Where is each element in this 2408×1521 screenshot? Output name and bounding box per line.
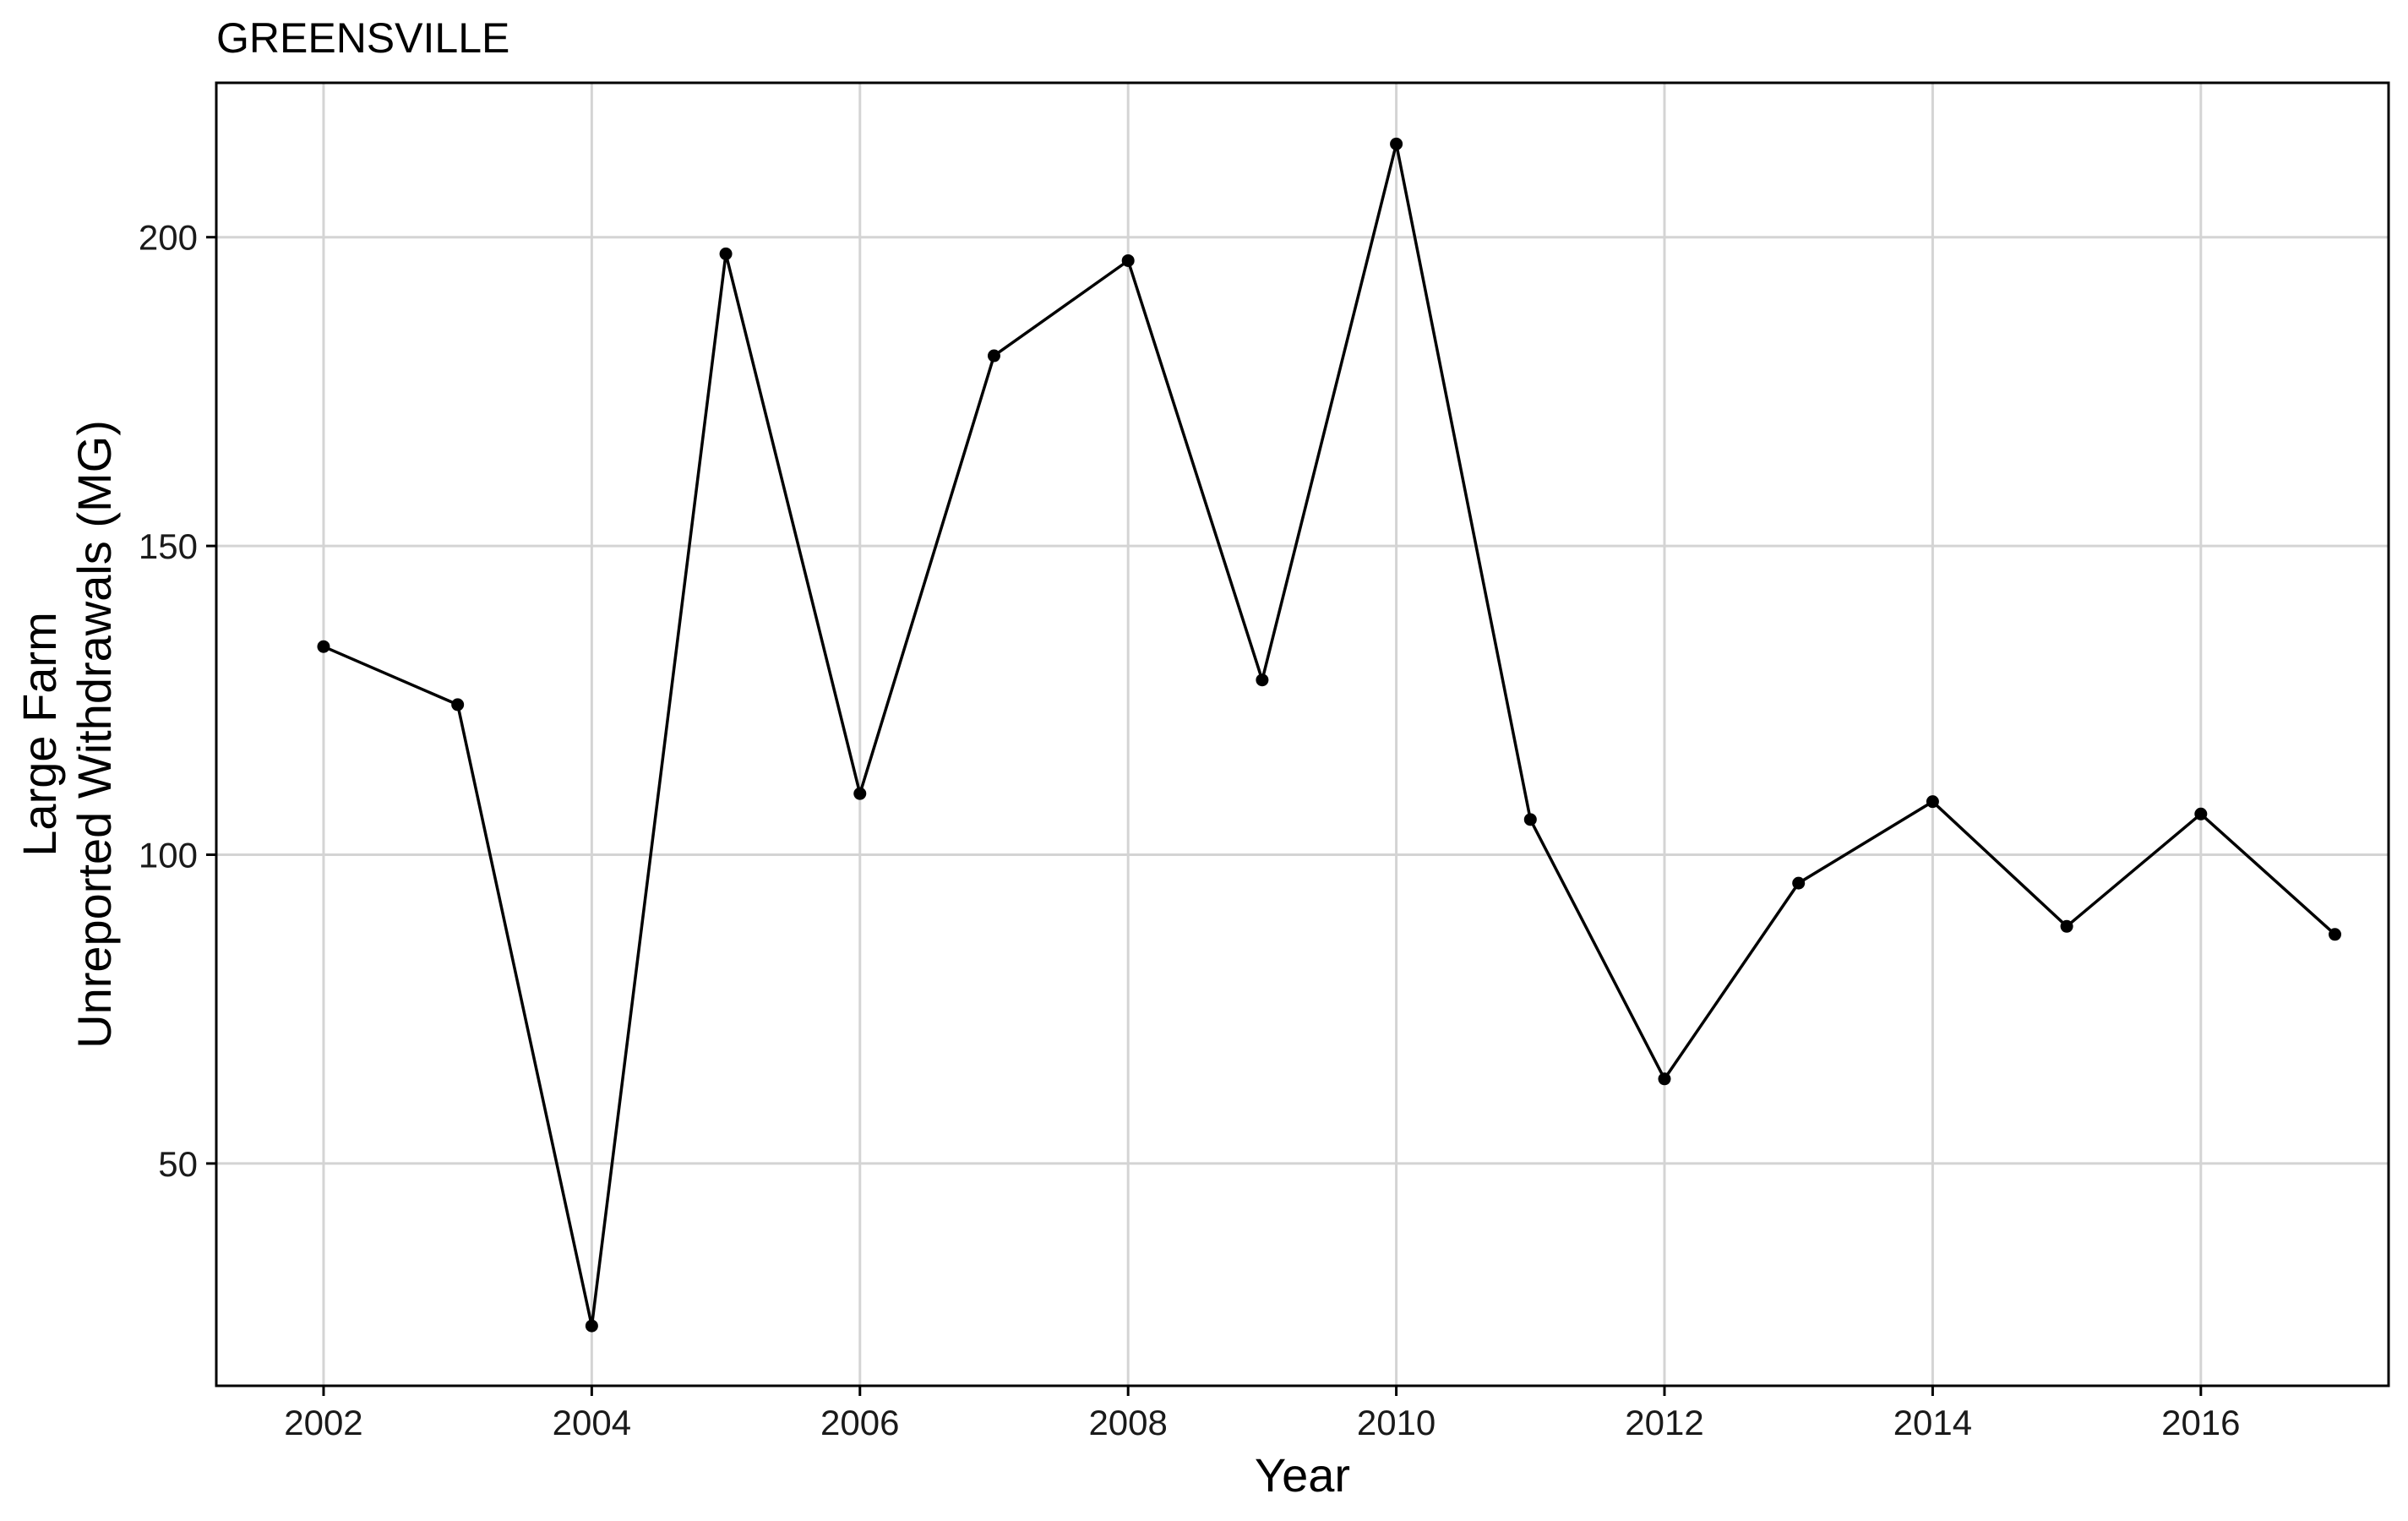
y-axis-title-line-1: Large Farm	[13, 612, 66, 856]
data-point-2006	[853, 787, 867, 800]
x-tick-label-2008: 2008	[1088, 1403, 1167, 1442]
y-tick-label-150: 150	[139, 526, 198, 566]
y-tick-label-50: 50	[158, 1144, 198, 1184]
data-point-2005	[719, 247, 733, 260]
data-point-2017	[2329, 928, 2342, 941]
y-tick-label-100: 100	[139, 836, 198, 875]
y-axis-title: Large Farm Unreported Withdrawals (MG)	[13, 420, 121, 1049]
data-point-2009	[1256, 673, 1269, 687]
data-point-2004	[585, 1319, 598, 1333]
x-tick-label-2012: 2012	[1625, 1403, 1703, 1442]
data-point-2016	[2194, 807, 2208, 820]
y-axis-title-line-2: Unreported Withdrawals (MG)	[68, 420, 121, 1049]
data-point-2008	[1121, 254, 1135, 267]
chart-title: GREENSVILLE	[216, 14, 509, 62]
panel-border	[215, 81, 2390, 1387]
data-point-2014	[1926, 795, 1939, 809]
series-layer	[317, 137, 2342, 1333]
data-point-2003	[451, 698, 465, 711]
data-point-2013	[1792, 876, 1806, 890]
data-point-2012	[1658, 1072, 1671, 1086]
x-tick-label-2010: 2010	[1357, 1403, 1436, 1442]
x-tick-label-2006: 2006	[820, 1403, 899, 1442]
y-tick-label-200: 200	[139, 218, 198, 258]
x-axis-title: Year	[1255, 1448, 1350, 1502]
data-point-2007	[987, 349, 1000, 363]
data-point-2011	[1523, 813, 1537, 826]
x-tick-label-2002: 2002	[284, 1403, 362, 1442]
x-tick-label-2016: 2016	[2161, 1403, 2240, 1442]
axis-ticks: 2002 2004 2006 2008 2010 2012 2014 2016 50 100 150…	[139, 218, 2241, 1442]
grid-layer	[216, 83, 2389, 1386]
data-point-2010	[1390, 137, 1403, 150]
data-point-2015	[2060, 919, 2073, 933]
series-line-0	[323, 143, 2336, 1327]
x-tick-label-2014: 2014	[1893, 1403, 1972, 1442]
x-tick-label-2004: 2004	[553, 1403, 631, 1442]
data-point-2002	[317, 640, 330, 653]
